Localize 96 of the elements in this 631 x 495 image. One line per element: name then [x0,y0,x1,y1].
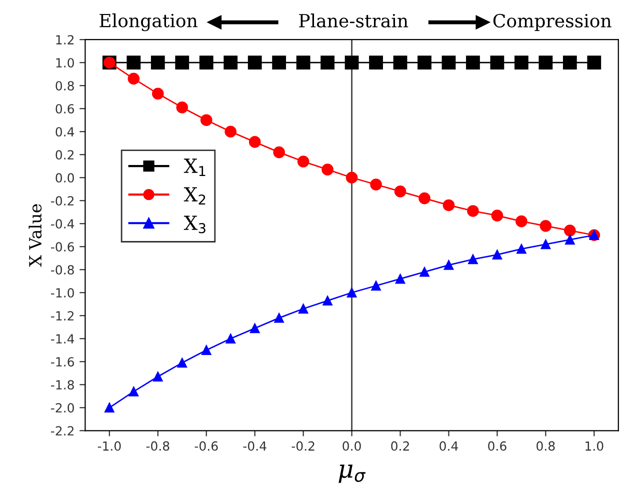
point [393,56,408,70]
point [128,72,140,85]
y-tick-label: -1.0 [50,288,74,298]
x-tick-label: 0.6 [488,441,506,451]
x-tick-label: -0.8 [146,441,170,451]
point [200,114,212,126]
point [444,260,454,270]
point [467,205,479,217]
legend-label: X$_{1}$ [184,158,206,176]
point [420,267,430,277]
x-tick-label: -0.6 [194,441,218,451]
y-tick-label: -2.0 [50,403,74,413]
y-tick-label: 0.0 [56,173,74,183]
point [344,56,359,70]
y-tick-label: 0.6 [56,104,74,114]
point [516,244,526,254]
point [492,250,502,260]
point [418,192,430,204]
y-tick-label: -1.8 [50,380,74,390]
x-tick-label: -0.4 [243,441,266,451]
legend-label: X$_{2}$ [184,187,206,205]
point [491,210,504,222]
point [273,146,285,158]
y-tick-label: -1.4 [50,334,74,344]
point [224,126,237,138]
point [298,304,308,314]
point [371,280,381,291]
y-tick-label: -0.4 [50,219,74,229]
y-tick-label: -0.2 [50,196,74,206]
point [322,296,332,306]
point [150,56,165,70]
point [128,386,139,396]
y-tick-label: 0.2 [56,150,74,160]
point [152,88,164,100]
y-tick-label: 0.4 [56,127,74,137]
point [250,323,260,334]
point [202,345,212,355]
point [442,199,455,212]
point [346,288,357,298]
point [540,220,552,232]
y-tick-label: -1.2 [50,311,74,320]
y-tick-label: 1.0 [56,58,74,68]
y-tick-label: 0.8 [56,81,74,91]
point [346,172,358,184]
point [176,102,188,114]
point [104,402,114,413]
point [248,136,261,148]
point [199,56,214,70]
y-axis-title: X Value [28,204,42,267]
x-tick-label: -1.0 [98,441,121,451]
text: Plane-strain [299,14,408,28]
point [418,56,432,70]
point [153,372,163,382]
x-tick-label: -0.2 [292,441,314,451]
point [322,164,334,176]
point [370,178,382,190]
point [248,56,262,70]
point [296,56,310,70]
point [466,56,480,70]
y-tick-label: -1.6 [50,357,74,367]
point [224,56,238,70]
point [490,56,504,70]
x-tick-label: 0.0 [342,441,361,451]
x-tick-label: 1.0 [586,441,604,451]
x-axis-title: μ$_{σ}$ [338,464,366,483]
x-tick-label: 0.2 [391,441,409,451]
text: Elongation [100,13,198,32]
x-tick-label: 0.4 [440,441,458,451]
point [516,215,528,228]
point [538,56,553,70]
point [562,56,577,70]
point [272,56,286,70]
y-tick-label: -0.6 [50,242,74,252]
point [177,358,187,368]
y-tick-label: 1.2 [56,35,74,44]
point [126,56,141,70]
point [274,313,284,323]
point [369,56,383,70]
point [565,234,575,245]
point [297,156,310,168]
point [395,274,406,284]
point [587,56,602,70]
y-tick-label: -0.8 [50,265,74,275]
point [394,186,406,198]
point [175,56,190,70]
legend-label: X$_{3}$ [184,216,206,234]
point [320,56,334,70]
x-tick-label: 0.8 [536,441,555,451]
point [540,239,551,250]
text: Compression [493,14,612,32]
point [226,334,236,344]
y-tick-label: -2.2 [50,426,74,436]
point [564,224,576,236]
point [442,56,456,70]
point [514,56,528,70]
point [468,254,478,264]
